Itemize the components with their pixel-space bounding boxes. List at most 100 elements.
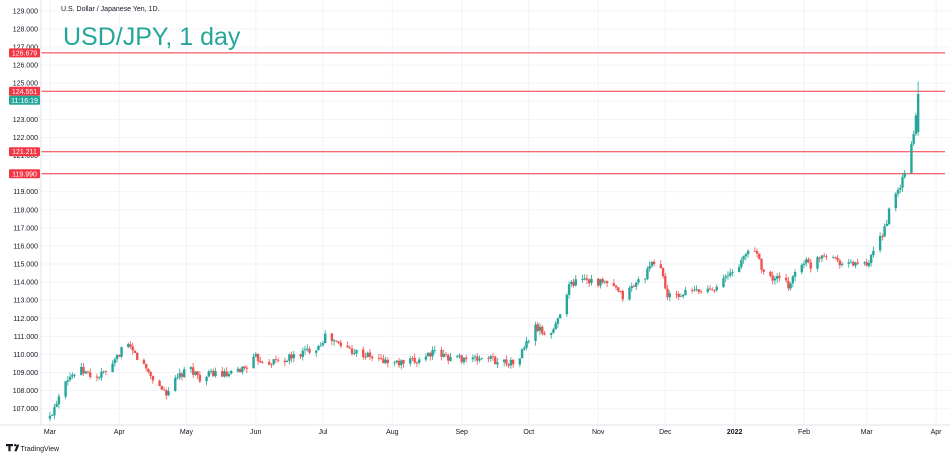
- level-price-label: 126.679: [12, 50, 37, 57]
- candle-body: [726, 275, 730, 277]
- y-tick-label: 122.000: [13, 135, 38, 142]
- candle-body: [142, 359, 146, 364]
- candle-body: [415, 362, 419, 364]
- candle-body: [86, 371, 90, 373]
- candle-body: [368, 352, 372, 357]
- tv-logo-slash: [14, 444, 20, 452]
- y-tick-label: 116.000: [13, 243, 38, 250]
- candle-body: [429, 352, 432, 357]
- candle-body: [664, 275, 667, 289]
- candle-body: [494, 356, 497, 365]
- candle-body: [910, 144, 913, 174]
- chart-title: USD/JPY, 1 day: [63, 23, 241, 51]
- candle-body: [252, 356, 255, 369]
- candle-body: [162, 389, 166, 391]
- candle-body: [693, 289, 696, 291]
- candle-body: [695, 289, 698, 290]
- candle-body: [543, 333, 546, 335]
- candle-body: [487, 357, 490, 359]
- y-tick-label: 118.000: [13, 207, 38, 214]
- y-tick-label: 127.000: [13, 45, 38, 52]
- candle-body: [791, 276, 795, 284]
- candle-body: [849, 261, 853, 263]
- y-tick-label: 108.000: [13, 388, 38, 395]
- candle-body: [395, 360, 398, 363]
- candle-body: [178, 373, 181, 378]
- candle-body: [402, 359, 405, 364]
- candle-body: [596, 278, 600, 286]
- candle-body: [346, 345, 349, 348]
- candle-body: [681, 294, 685, 297]
- candle-body: [355, 349, 358, 354]
- candle-body: [245, 367, 249, 369]
- candle-body: [742, 256, 745, 260]
- x-tick-label: Feb: [798, 429, 810, 436]
- y-tick-label: 126.000: [13, 63, 38, 70]
- candle-body: [348, 347, 351, 349]
- x-tick-label: 2022: [727, 429, 743, 436]
- candle-body: [737, 267, 741, 273]
- candle-body: [661, 267, 665, 277]
- candle-body: [174, 377, 177, 391]
- price-axis[interactable]: 107.000 108.000 109.000 110.000 111.000 112.0…: [13, 8, 38, 413]
- candle-body: [321, 342, 325, 346]
- candle-body: [261, 361, 264, 363]
- y-tick-label: 117.000: [13, 225, 38, 232]
- candle-body: [690, 289, 694, 291]
- level-price-label: 121.211: [12, 149, 37, 156]
- candle-body: [288, 354, 291, 361]
- candle-body: [270, 364, 273, 366]
- candle-body: [567, 284, 571, 295]
- candle-body: [285, 360, 289, 362]
- candle-body: [507, 364, 510, 366]
- y-tick-label: 109.000: [13, 370, 38, 377]
- candle-body: [509, 359, 513, 366]
- horizontal-levels[interactable]: [41, 52, 945, 175]
- candle-body: [411, 358, 414, 359]
- candle-body: [207, 371, 211, 377]
- candle-body: [491, 356, 495, 358]
- candle-body: [118, 354, 121, 357]
- candle-body: [769, 271, 772, 276]
- candle-body: [196, 371, 199, 376]
- candle-body: [538, 326, 542, 331]
- candle-body: [856, 262, 859, 264]
- candle-body: [903, 172, 906, 178]
- candle-body: [366, 352, 369, 358]
- candle-body: [793, 271, 797, 277]
- candle-body: [274, 359, 278, 361]
- candle-body: [442, 353, 445, 357]
- tv-logo-icon: [6, 444, 13, 452]
- candle-body: [393, 362, 396, 364]
- candle-body: [384, 359, 387, 364]
- candle-body: [71, 374, 74, 377]
- candle-body: [914, 115, 918, 134]
- candle-body: [409, 358, 412, 364]
- candle-body: [775, 276, 779, 279]
- candle-body: [317, 345, 320, 351]
- candle-body: [679, 296, 683, 298]
- candle-body: [588, 279, 591, 284]
- x-tick-label: Apr: [114, 429, 126, 436]
- tradingview-logo[interactable]: TradingView: [6, 444, 60, 453]
- time-axis[interactable]: Mar Apr May Jun Jul Aug Sep Oct Nov Dec 2022 Feb Mar…: [44, 429, 942, 436]
- y-tick-label: 110.000: [13, 352, 38, 359]
- candle-body: [863, 262, 866, 264]
- candle-body: [339, 342, 343, 347]
- candle-body: [807, 259, 810, 262]
- candle-body: [223, 371, 226, 377]
- candle-body: [668, 293, 671, 298]
- candle-body: [433, 350, 437, 352]
- candle-body: [771, 275, 774, 281]
- candle-body: [473, 356, 477, 358]
- candle-body: [460, 355, 463, 363]
- candle-body: [89, 372, 92, 378]
- candle-body: [57, 396, 61, 405]
- candle-body: [53, 407, 56, 416]
- candle-body: [476, 356, 479, 361]
- candle-body: [637, 279, 640, 283]
- y-tick-label: 114.000: [13, 280, 38, 287]
- candle-body: [397, 360, 401, 366]
- candle-body: [659, 264, 663, 269]
